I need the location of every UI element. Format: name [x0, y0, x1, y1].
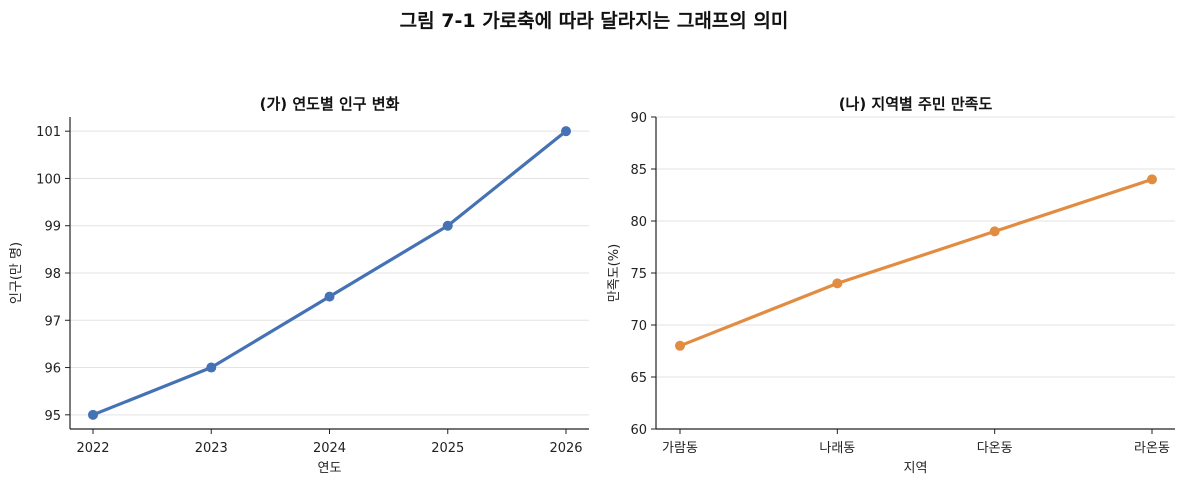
x-tick-label: 나래동 — [819, 441, 855, 456]
y-tick-label: 98 — [44, 267, 61, 282]
y-tick-label: 70 — [630, 319, 647, 334]
y-tick-label: 101 — [36, 125, 61, 140]
y-tick-label: 80 — [630, 215, 647, 230]
figure-title: 그림 7-1 가로축에 따라 달라지는 그래프의 의미 — [400, 10, 789, 32]
series-line — [678, 177, 1154, 348]
x-tick-label: 2025 — [431, 441, 464, 456]
y-tick-label: 95 — [44, 409, 61, 424]
y-tick-label: 90 — [630, 111, 647, 126]
data-point — [442, 220, 453, 231]
data-point — [989, 226, 1000, 237]
data-point — [675, 340, 685, 351]
x-tick-label: 2024 — [313, 441, 346, 456]
chart-title: (나) 지역별 주민 만족도 — [839, 95, 993, 113]
y-tick-label: 96 — [44, 362, 61, 377]
y-axis-label: 만족도(%) — [607, 244, 622, 302]
y-axis-label: 인구(만 명) — [9, 242, 24, 304]
data-point — [206, 362, 217, 373]
x-tick-label: 2026 — [549, 441, 582, 456]
x-tick-label: 2023 — [195, 441, 228, 456]
y-tick-label: 99 — [44, 220, 61, 235]
y-tick-label: 75 — [630, 267, 647, 282]
data-point — [1147, 174, 1157, 185]
x-tick-label: 2022 — [76, 441, 109, 456]
y-tick-label: 60 — [630, 423, 647, 438]
x-axis-label: 지역 — [904, 461, 928, 476]
y-tick-label: 100 — [36, 172, 61, 187]
x-tick-label: 가람동 — [662, 441, 698, 456]
data-point — [832, 278, 843, 289]
data-point — [88, 409, 98, 420]
x-axis-label: 연도 — [318, 461, 342, 476]
chart-population: 95 96 97 98 99 100 101 2022 2023 2024 2025 2026 (가) … — [9, 95, 589, 476]
y-tick-label: 97 — [44, 314, 61, 329]
x-tick-label: 다온동 — [977, 441, 1013, 456]
chart-title: (가) 연도별 인구 변화 — [260, 95, 400, 113]
y-tick-label: 65 — [630, 371, 647, 386]
y-tick-label: 85 — [630, 163, 647, 178]
data-point — [324, 291, 335, 302]
data-point — [561, 126, 571, 137]
x-tick-label: 라온동 — [1134, 441, 1170, 456]
chart-satisfaction: 60 65 70 75 80 85 90 가람동 나래동 다온동 라온동 (나) 지역별 주민 만족도… — [607, 95, 1175, 476]
